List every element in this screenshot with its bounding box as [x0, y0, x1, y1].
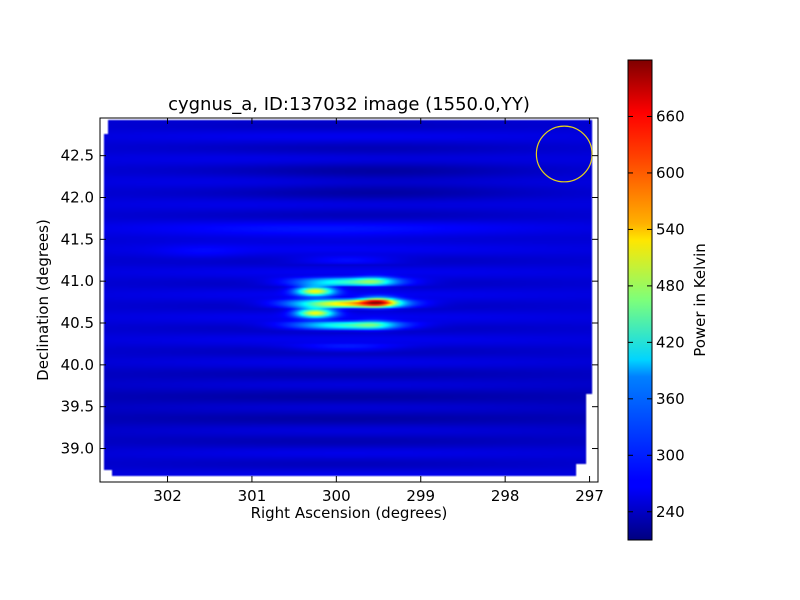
x-tick-label: 300	[322, 487, 351, 505]
plot-frame	[99, 117, 599, 483]
colorbar	[627, 59, 653, 541]
y-tick-label: 41.5	[61, 230, 94, 248]
heatmap-raster	[100, 118, 598, 482]
x-axis-label: Right Ascension (degrees)	[251, 504, 448, 522]
colorbar-label: Power in Kelvin	[691, 243, 709, 357]
y-tick-label: 42.5	[61, 147, 94, 165]
y-tick-label: 41.0	[61, 272, 94, 290]
colorbar-tick-label: 600	[656, 164, 685, 182]
chart-title: cygnus_a, ID:137032 image (1550.0,YY)	[168, 94, 530, 115]
colorbar-tick-label: 240	[656, 503, 685, 521]
y-tick-label: 40.5	[61, 314, 94, 332]
colorbar-tick-label: 360	[656, 390, 685, 408]
heatmap-image	[100, 118, 598, 482]
x-tick-label: 297	[575, 487, 604, 505]
x-axis-ticks: 302 301 300 299 298 297	[153, 118, 604, 505]
colorbar-tick-label: 540	[656, 220, 685, 238]
colorbar-tick-label: 660	[656, 107, 685, 125]
y-tick-label: 42.0	[61, 188, 94, 206]
colorbar-tick-label: 420	[656, 333, 685, 351]
colorbar-tick-label: 480	[656, 277, 685, 295]
y-axis-ticks: 39.0 39.5 40.0 40.5 41.0 41.5 42.0 42.5	[61, 147, 598, 458]
colorbar-tick-label: 300	[656, 446, 685, 464]
colorbar-ticks: 240 300 360 420 480 540 600 660	[628, 107, 685, 521]
y-tick-label: 39.5	[61, 398, 94, 416]
y-axis-label: Declination (degrees)	[34, 219, 52, 381]
x-tick-label: 299	[406, 487, 435, 505]
x-tick-label: 302	[153, 487, 182, 505]
x-tick-label: 298	[491, 487, 520, 505]
y-tick-label: 40.0	[61, 356, 94, 374]
x-tick-label: 301	[238, 487, 267, 505]
y-tick-label: 39.0	[61, 440, 94, 458]
beam-ellipse	[535, 125, 593, 183]
